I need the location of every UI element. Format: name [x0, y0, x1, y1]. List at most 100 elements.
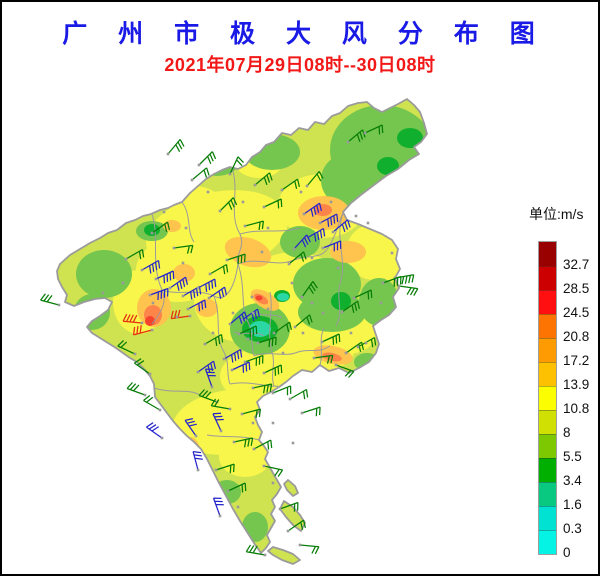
station-dot	[262, 371, 266, 375]
station-dot	[250, 295, 254, 299]
wind-barb	[288, 251, 307, 265]
station-dot	[190, 178, 194, 182]
wind-barb	[272, 385, 292, 396]
wind-barb	[212, 412, 224, 432]
station-dot	[232, 440, 236, 444]
station-dot	[262, 205, 266, 209]
wind-barb	[335, 364, 355, 378]
station-dot	[158, 408, 162, 412]
station-dot	[206, 190, 210, 194]
legend-value: 32.7	[563, 257, 590, 272]
station-dot	[210, 385, 214, 389]
wind-barb	[173, 244, 194, 254]
station-dot	[150, 231, 154, 235]
legend-value: 24.5	[563, 305, 590, 320]
station-dot	[271, 391, 275, 395]
legend-color-cell	[539, 266, 556, 290]
station-dot	[236, 505, 240, 509]
wind-barb	[184, 417, 197, 437]
station-dot	[203, 342, 207, 346]
wind-barb	[322, 240, 342, 252]
station-dot	[266, 226, 270, 230]
legend-color-cell	[539, 506, 556, 530]
station-dot	[305, 184, 309, 188]
station-dot	[154, 277, 158, 281]
station-dot	[251, 421, 255, 425]
station-dot	[340, 310, 344, 314]
station-dot	[305, 236, 309, 240]
station-dot	[379, 301, 383, 305]
legend-color-cell	[539, 434, 556, 458]
wind-barb	[219, 197, 238, 212]
legend-value: 3.4	[563, 473, 582, 488]
station-dot	[292, 247, 296, 251]
station-dot	[312, 356, 316, 360]
station-dot	[356, 345, 360, 349]
wind-barb	[167, 138, 185, 155]
station-dot	[237, 332, 241, 336]
wind-barb	[40, 293, 60, 306]
station-dot	[298, 543, 302, 547]
station-dot	[321, 246, 325, 250]
station-dot	[310, 301, 314, 305]
legend-value-labels: 32.7 28.5 24.5 20.8 17.2 13.9 10.8 8 5.5 3.4 1.6 0.…	[563, 242, 598, 562]
wind-barb	[263, 198, 283, 209]
station-dot	[243, 360, 247, 364]
station-dot	[363, 131, 367, 135]
station-dot	[181, 261, 185, 265]
station-dot	[253, 183, 257, 187]
station-dot	[166, 152, 170, 156]
wind-barb	[287, 519, 307, 532]
wind-barb	[231, 361, 251, 373]
wind-barb	[252, 383, 273, 394]
wind-barb	[187, 299, 207, 312]
station-dot	[346, 140, 350, 144]
wind-barb	[227, 482, 247, 493]
station-dot	[266, 307, 270, 311]
station-dot	[251, 386, 255, 390]
station-dot	[288, 397, 292, 401]
wind-barb	[198, 389, 218, 403]
wind-barb	[301, 406, 321, 417]
wind-barb	[345, 341, 365, 354]
legend-color-cell	[539, 386, 556, 410]
station-dot	[271, 421, 275, 425]
legend-value: 20.8	[563, 329, 590, 344]
station-dot	[241, 200, 245, 204]
station-dot	[228, 172, 232, 176]
station-dot	[143, 393, 147, 397]
wind-barb	[155, 270, 175, 284]
wind-barb	[281, 178, 301, 191]
station-dot	[299, 190, 303, 194]
station-dot	[321, 311, 325, 315]
wind-barb	[182, 285, 202, 300]
station-dot	[246, 337, 250, 341]
legend-color-cell	[539, 410, 556, 434]
station-dot	[300, 411, 304, 415]
wind-barb	[117, 340, 136, 355]
wind-barb	[215, 463, 235, 474]
station-dot	[263, 553, 267, 557]
station-dot	[219, 429, 223, 433]
page-subtitle: 2021年07月29日08时--30日08时	[164, 55, 436, 75]
station-dot	[101, 291, 105, 295]
wind-barb	[245, 544, 266, 556]
station-dot	[230, 368, 234, 372]
wind-barb	[313, 354, 334, 364]
station-dot	[148, 293, 152, 297]
station-dot	[211, 331, 215, 335]
wind-barb	[132, 325, 153, 336]
wind-barb	[197, 278, 217, 292]
wind-barb	[208, 286, 228, 299]
station-dot	[124, 257, 128, 261]
station-dot	[331, 230, 335, 234]
station-dot	[352, 296, 356, 300]
station-dot	[184, 226, 188, 230]
wind-barb	[151, 221, 171, 234]
station-dot	[260, 250, 264, 254]
wind-barb	[209, 263, 229, 275]
station-dot	[271, 481, 275, 485]
station-dot	[228, 322, 232, 326]
legend-color-cell	[539, 314, 556, 338]
